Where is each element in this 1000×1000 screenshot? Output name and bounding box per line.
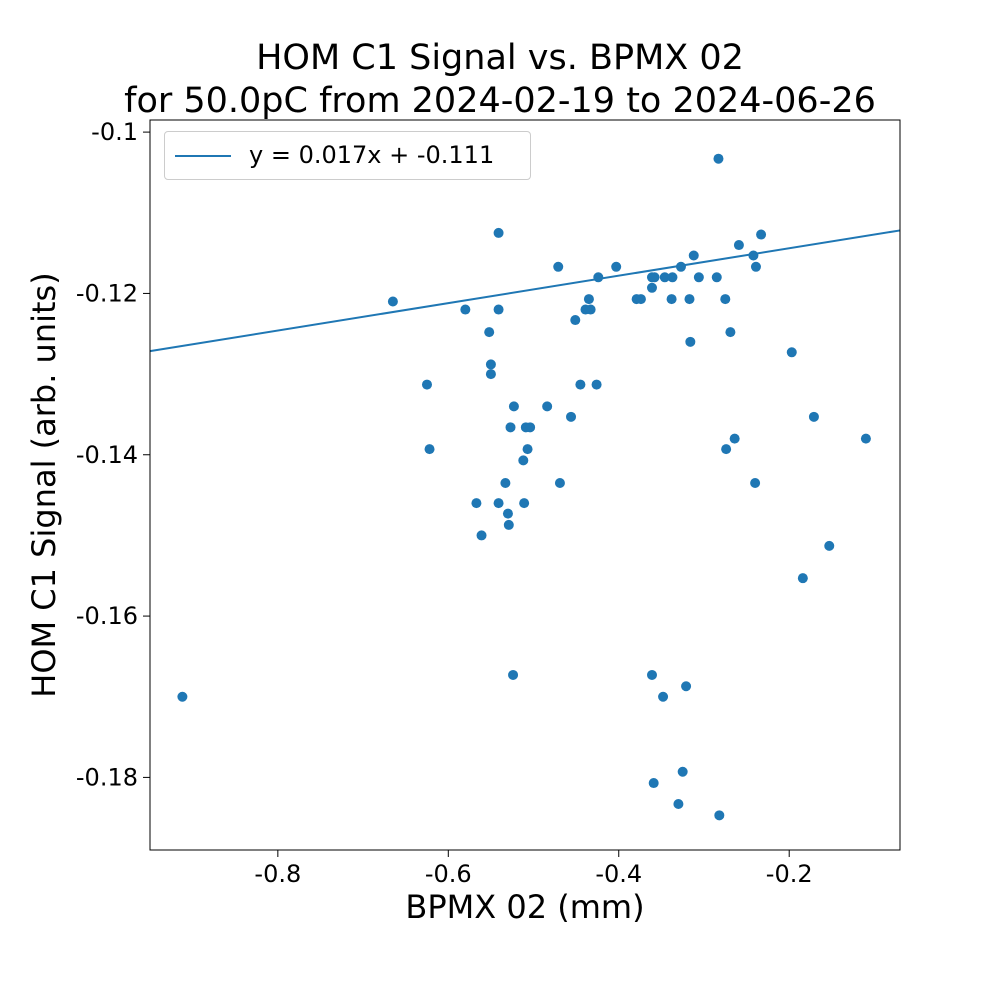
data-point [493,227,504,238]
data-point [720,294,731,305]
data-point [659,272,670,283]
data-point [750,477,761,488]
data-points-layer [177,153,871,821]
fit-line-layer [149,229,901,353]
x-tick-label: -0.6 [425,860,472,888]
data-point [566,411,577,422]
data-point [484,327,495,338]
data-point [476,530,487,541]
chart-subtitle: for 50.0pC from 2024-02-19 to 2024-06-26 [124,81,876,121]
data-point [824,540,835,551]
data-point [508,401,519,412]
data-point [648,778,659,789]
y-tick-label: -0.12 [76,279,138,307]
data-point [575,379,586,390]
legend-line-swatch [175,155,231,157]
data-point [688,250,699,261]
x-axis-label: BPMX 02 (mm) [405,888,645,926]
x-tick-label: -0.2 [766,860,813,888]
data-point [786,347,797,358]
data-point [177,691,188,702]
y-axis-label: HOM C1 Signal (arb. units) [25,272,63,698]
data-point [673,799,684,810]
data-point [729,433,740,444]
data-point [677,766,688,777]
y-tick-label: -0.14 [76,441,138,469]
data-point [471,498,482,509]
data-point [502,508,513,519]
fit-line [149,229,901,353]
y-axis: -0.18 -0.16 -0.14 -0.12 -0.1 [76,118,150,791]
data-point [721,444,732,455]
data-point [860,433,871,444]
data-point [681,681,692,692]
data-point [500,477,511,488]
y-tick-label: -0.1 [91,118,138,146]
data-point [808,411,819,422]
data-point [797,573,808,584]
data-point [518,455,529,466]
data-point [646,669,657,680]
data-point [635,294,646,305]
data-point [649,272,660,283]
data-point [666,294,677,305]
data-point [424,444,435,455]
data-point [685,336,696,347]
legend: y = 0.017x + -0.111 [164,131,531,180]
data-point [750,261,761,272]
data-point [525,422,536,433]
data-point [711,272,722,283]
y-tick-label: -0.16 [76,602,138,630]
y-tick-label: -0.18 [76,763,138,791]
data-point [522,444,533,455]
x-tick-label: -0.8 [254,860,301,888]
data-point [421,379,432,390]
data-point [658,691,669,702]
chart-title: HOM C1 Signal vs. BPMX 02 [256,38,744,78]
data-point [591,379,602,390]
data-point [756,229,767,240]
data-point [505,422,516,433]
data-point [611,261,622,272]
data-point [554,477,565,488]
data-point [485,359,496,370]
data-point [493,498,504,509]
data-point [508,669,519,680]
data-point [387,296,398,307]
data-point [485,369,496,380]
data-point [675,261,686,272]
data-point [542,401,553,412]
data-point [519,498,530,509]
plot-area-frame [149,119,901,851]
data-point [713,153,724,164]
data-point [693,272,704,283]
data-point [460,304,471,315]
data-point [725,327,736,338]
data-point [667,272,678,283]
data-point [646,282,657,293]
data-point [553,261,564,272]
data-point [493,304,504,315]
data-point [748,250,759,261]
data-point [684,294,695,305]
data-point [570,315,581,326]
legend-label: y = 0.017x + -0.111 [249,141,495,169]
x-axis: -0.8 -0.6 -0.4 -0.2 [254,850,813,888]
data-point [593,272,604,283]
x-tick-label: -0.4 [595,860,642,888]
data-point [583,294,594,305]
data-point [714,810,725,821]
data-point [503,519,514,530]
data-point [733,240,744,251]
data-point [585,304,596,315]
